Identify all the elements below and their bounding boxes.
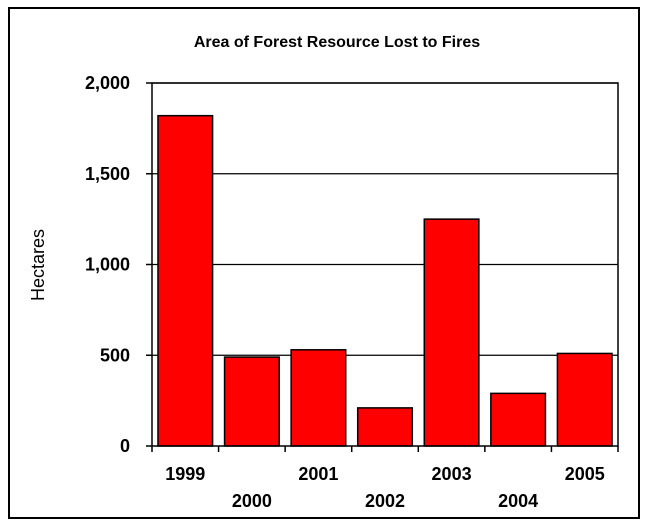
bar-2005	[556, 352, 613, 447]
bar-2004	[490, 392, 547, 447]
bars	[157, 114, 613, 447]
x-tick-label: 2005	[565, 464, 605, 484]
x-tick-label: 2000	[232, 491, 272, 511]
y-tick-label: 2,000	[85, 73, 130, 93]
bar-1999	[157, 114, 214, 447]
y-tick-label: 0	[120, 436, 130, 456]
y-tick-label: 1,500	[85, 164, 130, 184]
x-tick-label: 2001	[298, 464, 338, 484]
bar-2003	[423, 218, 480, 447]
x-tick-label: 2002	[365, 491, 405, 511]
x-tick-label: 2003	[432, 464, 472, 484]
x-tick-label: 1999	[165, 464, 205, 484]
y-axis-label: Hectares	[28, 229, 48, 301]
gridlines	[152, 82, 618, 356]
bar-2002	[356, 407, 414, 447]
y-tick-label: 1,000	[85, 255, 130, 275]
bar-2000	[223, 356, 280, 447]
y-tick-label: 500	[100, 345, 130, 365]
bar-2001	[290, 349, 347, 447]
y-tick-labels: 0 500 1,000 1,500 2,000	[85, 73, 130, 456]
x-tick-label: 2004	[498, 491, 538, 511]
axes	[146, 82, 619, 452]
x-tick-labels: 1999 2000 2001 2002 2003 2004 2005	[165, 464, 604, 511]
chart-title: Area of Forest Resource Lost to Fires	[194, 34, 480, 51]
